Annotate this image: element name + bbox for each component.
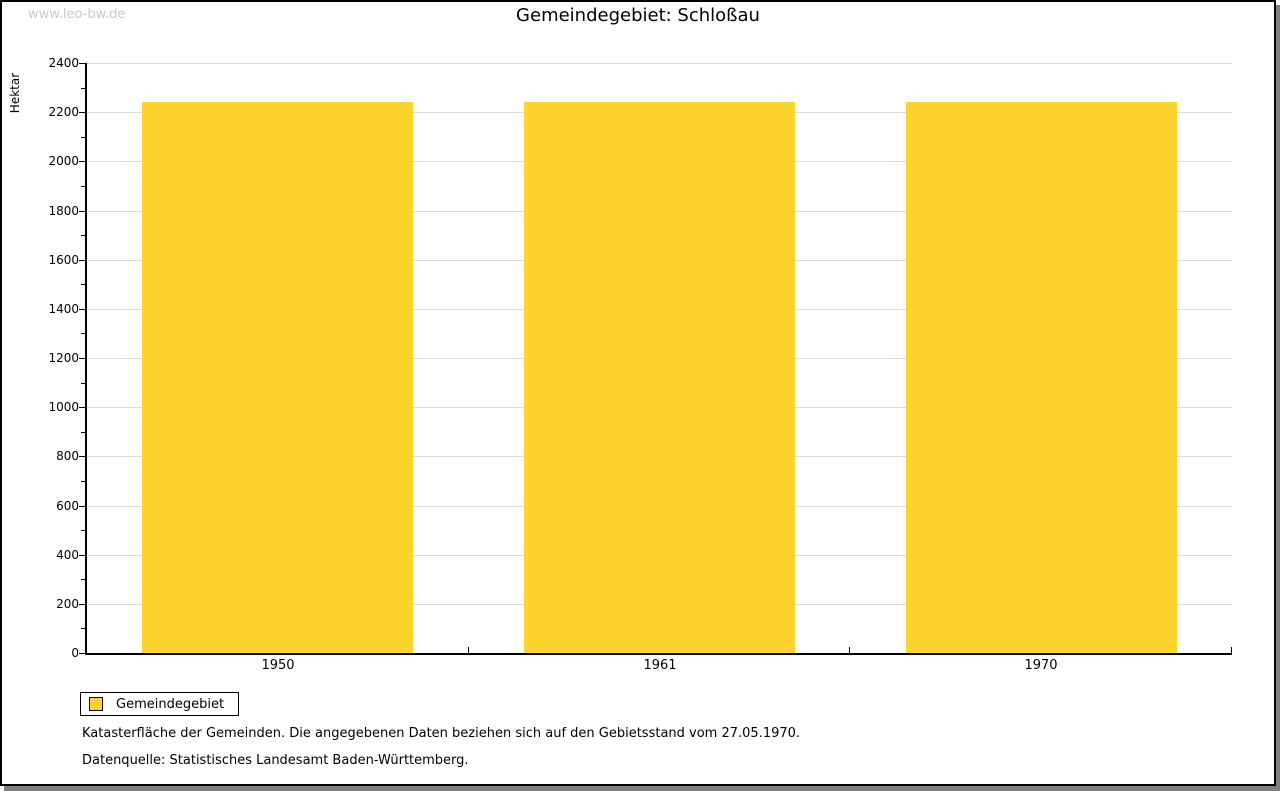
y-axis-minor-tick: [81, 284, 85, 285]
y-axis-tick-label: 0: [71, 646, 79, 660]
y-axis-tick: [79, 506, 85, 507]
x-axis-tick-label: 1950: [261, 658, 295, 673]
x-axis-tick: [468, 647, 469, 653]
y-axis-minor-tick: [81, 235, 85, 236]
y-axis-tick: [79, 653, 85, 654]
y-axis-tick-label: 1800: [48, 204, 79, 218]
y-axis-tick: [79, 309, 85, 310]
plot-area: [85, 63, 1232, 655]
y-axis-tick-label: 1600: [48, 253, 79, 267]
footnote-source-note: Katasterfläche der Gemeinden. Die angege…: [82, 726, 801, 741]
y-axis-tick-label: 1000: [48, 400, 79, 414]
y-axis-minor-tick: [81, 333, 85, 334]
chart-title: Gemeindegebiet: Schloßau: [516, 5, 760, 26]
legend-label: Gemeindegebiet: [116, 696, 225, 712]
x-axis-tick: [1231, 647, 1232, 653]
legend: Gemeindegebiet: [80, 692, 240, 716]
y-axis-minor-tick: [81, 88, 85, 89]
y-axis-minor-tick: [81, 628, 85, 629]
y-axis-minor-tick: [81, 432, 85, 433]
y-axis-tick: [79, 456, 85, 457]
bar-1950: [142, 102, 413, 653]
bar-1961: [524, 102, 795, 653]
bar-1970: [906, 102, 1177, 653]
y-axis-minor-tick: [81, 186, 85, 187]
y-axis-tick-label: 2000: [48, 154, 79, 168]
plot-inner: [87, 63, 1232, 653]
y-axis-tick: [79, 604, 85, 605]
legend-swatch: [89, 697, 103, 711]
y-axis-tick: [79, 211, 85, 212]
footnote-data-source: Datenquelle: Statistisches Landesamt Bad…: [82, 753, 469, 768]
y-axis-tick: [79, 161, 85, 162]
y-axis-tick-label: 1400: [48, 302, 79, 316]
y-axis-tick: [79, 112, 85, 113]
y-axis-tick-label: 2400: [48, 56, 79, 70]
y-axis-tick-label: 600: [56, 499, 79, 513]
y-axis-tick: [79, 260, 85, 261]
gridline: [87, 63, 1232, 64]
y-axis-tick: [79, 63, 85, 64]
watermark: www.leo-bw.de: [28, 7, 126, 22]
y-axis-tick: [79, 358, 85, 359]
x-axis-tick-label: 1970: [1024, 658, 1058, 673]
y-axis-tick: [79, 555, 85, 556]
y-axis-tick-label: 800: [56, 449, 79, 463]
y-axis-tick-label: 1200: [48, 351, 79, 365]
y-axis-minor-tick: [81, 383, 85, 384]
y-axis-tick: [79, 407, 85, 408]
y-axis-tick-label: 200: [56, 597, 79, 611]
y-axis-minor-tick: [81, 481, 85, 482]
y-axis-minor-tick: [81, 579, 85, 580]
y-axis-tick-label: 2200: [48, 105, 79, 119]
y-axis-minor-tick: [81, 137, 85, 138]
y-axis-minor-tick: [81, 530, 85, 531]
x-axis-tick-label: 1961: [643, 658, 677, 673]
x-axis-tick: [849, 647, 850, 653]
y-axis-tick-label: 400: [56, 548, 79, 562]
